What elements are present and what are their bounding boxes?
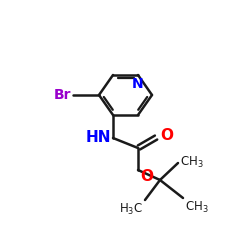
Text: CH$_3$: CH$_3$ bbox=[185, 200, 209, 215]
Text: O: O bbox=[140, 169, 153, 184]
Text: CH$_3$: CH$_3$ bbox=[180, 154, 204, 170]
Text: N: N bbox=[132, 77, 144, 91]
Text: H$_3$C: H$_3$C bbox=[119, 202, 143, 217]
Text: Br: Br bbox=[54, 88, 71, 102]
Text: O: O bbox=[160, 128, 173, 144]
Text: HN: HN bbox=[86, 130, 111, 146]
